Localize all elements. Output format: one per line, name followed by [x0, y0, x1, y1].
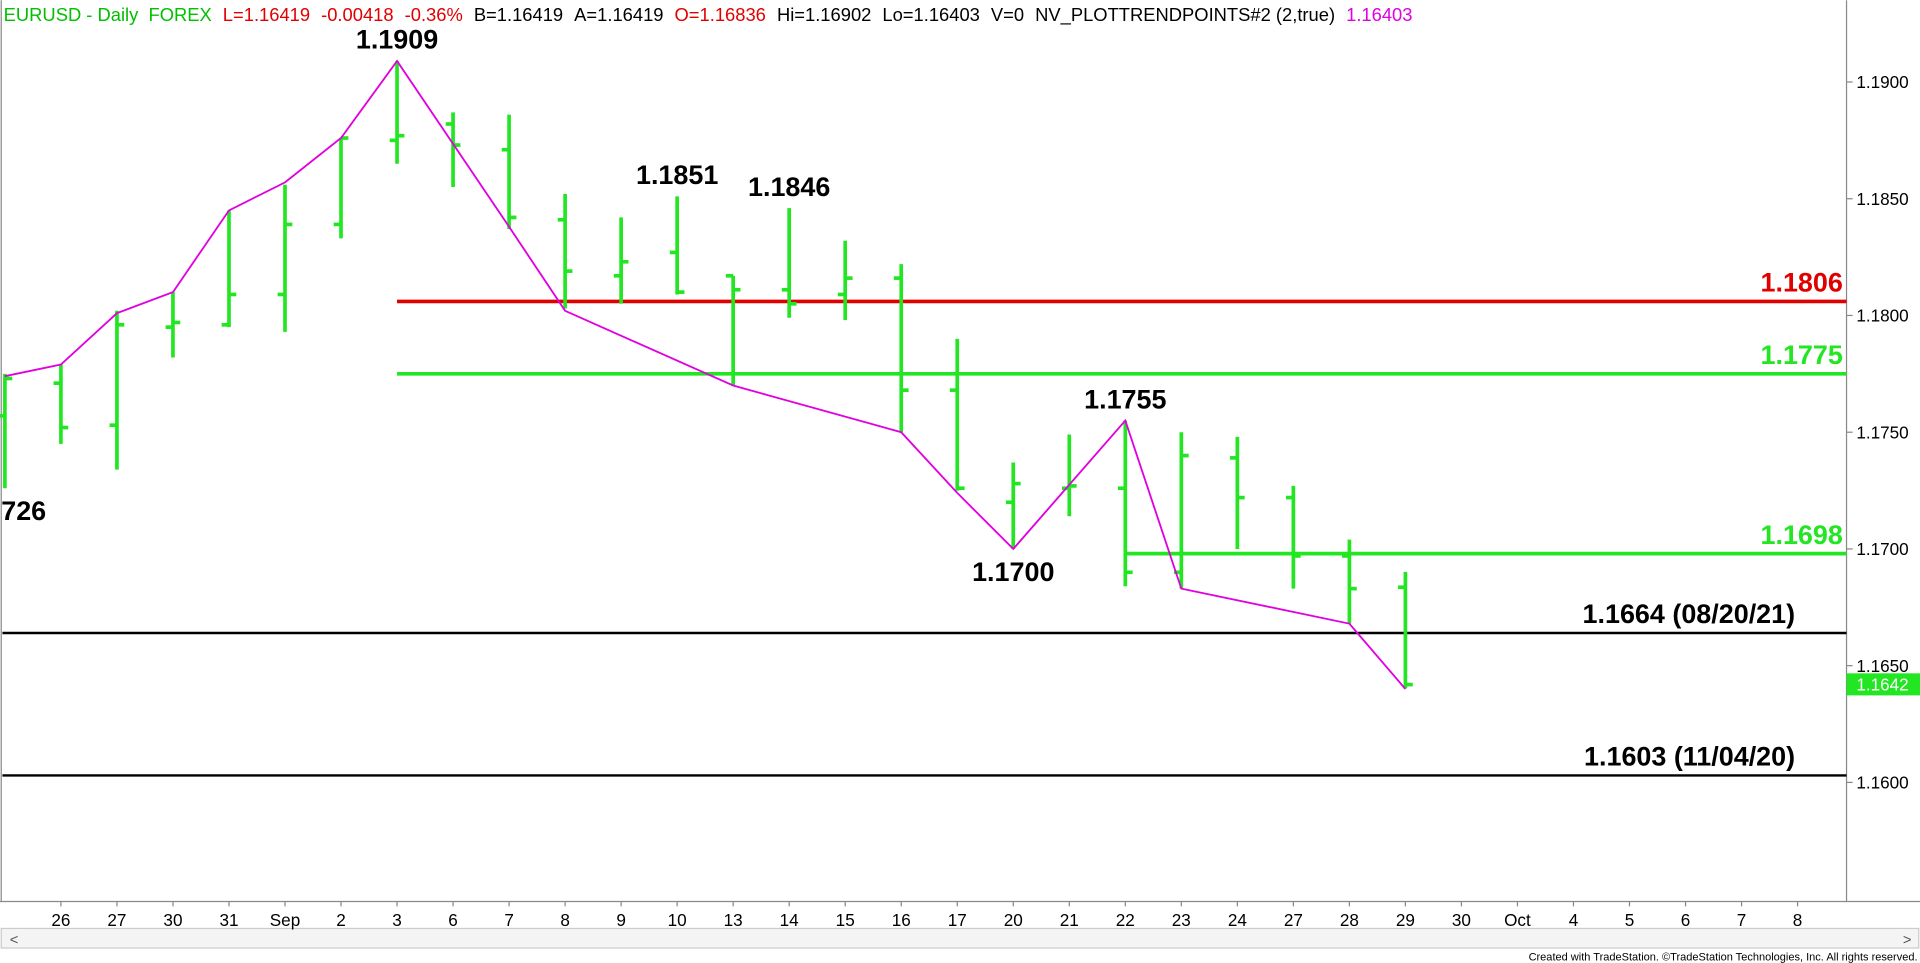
- y-tick-label: 1.1600: [1856, 773, 1908, 793]
- x-tick-label: 4: [1569, 910, 1579, 930]
- header-item: NV_PLOTTRENDPOINTS#2 (2,true): [1035, 4, 1335, 26]
- level-label: 1.1664 (08/20/21): [1583, 599, 1796, 629]
- x-tick-label: 27: [107, 910, 126, 930]
- y-tick-label: 1.1900: [1856, 72, 1908, 92]
- header-item: 1.16403: [1346, 4, 1412, 25]
- level-label: 1.1775: [1761, 340, 1843, 370]
- x-tick-label: 6: [1681, 910, 1691, 930]
- point-label: 1.1909: [356, 25, 438, 55]
- x-tick-label: 3: [392, 910, 402, 930]
- x-tick-label: 9: [616, 910, 626, 930]
- level-label: 1.1806: [1761, 268, 1843, 298]
- x-tick-label: 16: [892, 910, 911, 930]
- x-tick-label: 10: [668, 910, 687, 930]
- x-tick-label: 26: [51, 910, 70, 930]
- x-tick-label: 14: [780, 910, 800, 930]
- x-tick-label: 28: [1340, 910, 1359, 930]
- level-label: 1.1603 (11/04/20): [1584, 742, 1795, 772]
- x-tick-label: 7: [1737, 910, 1747, 930]
- x-tick-label: 8: [1793, 910, 1803, 930]
- last-price-label: 1.1642: [1856, 674, 1908, 694]
- scrollbar[interactable]: [0, 927, 1920, 949]
- scroll-right[interactable]: >: [1903, 932, 1912, 948]
- x-tick-label: 13: [724, 910, 743, 930]
- x-tick-label: 31: [219, 910, 238, 930]
- x-tick-label: 2: [336, 910, 346, 930]
- level-label: 1.1698: [1761, 520, 1843, 550]
- x-tick-label: 29: [1396, 910, 1415, 930]
- header-item: Lo=1.16403: [882, 4, 980, 25]
- x-tick-label: 27: [1284, 910, 1303, 930]
- x-tick-label: 7: [504, 910, 514, 930]
- x-tick-label: 23: [1172, 910, 1191, 930]
- header-item: V=0: [991, 4, 1024, 25]
- x-tick-label: 20: [1004, 910, 1023, 930]
- point-label: 726: [1, 496, 46, 526]
- x-tick-label: 6: [448, 910, 458, 930]
- x-tick-label: 30: [163, 910, 182, 930]
- header-item: Hi=1.16902: [777, 4, 871, 25]
- x-tick-label: 22: [1116, 910, 1135, 930]
- scroll-left[interactable]: <: [10, 932, 19, 948]
- x-tick-label: 30: [1452, 910, 1471, 930]
- y-tick-label: 1.1750: [1856, 422, 1908, 442]
- x-tick-label: Sep: [270, 910, 300, 930]
- x-tick-label: 15: [836, 910, 855, 930]
- header-item: O=1.16836: [675, 4, 766, 25]
- header-item: L=1.16419: [223, 4, 310, 25]
- y-tick-label: 1.1850: [1856, 189, 1908, 209]
- y-tick-label: 1.1700: [1856, 539, 1908, 559]
- point-label: 1.1851: [636, 160, 718, 190]
- y-tick-label: 1.1650: [1856, 656, 1908, 676]
- x-tick-label: 8: [560, 910, 570, 930]
- point-label: 1.1700: [972, 557, 1054, 587]
- header-item: -0.00418: [321, 4, 393, 25]
- header-item: EURUSD - Daily FOREX: [4, 4, 212, 25]
- point-label: 1.1846: [748, 172, 830, 202]
- header-item: B=1.16419: [474, 4, 563, 25]
- last-price-box: [1846, 673, 1920, 696]
- x-tick-label: 17: [948, 910, 967, 930]
- trend-line: [4, 59, 1407, 690]
- x-tick-label: 21: [1060, 910, 1079, 930]
- header-item: -0.36%: [405, 4, 463, 25]
- point-label: 1.1755: [1084, 384, 1166, 414]
- x-tick-label: 5: [1625, 910, 1635, 930]
- x-tick-label: Oct: [1504, 910, 1531, 930]
- header-item: A=1.16419: [574, 4, 663, 25]
- x-tick-label: 24: [1228, 910, 1248, 930]
- y-tick-label: 1.1800: [1856, 306, 1908, 326]
- footer: Created with TradeStation. ©TradeStation…: [1529, 951, 1918, 963]
